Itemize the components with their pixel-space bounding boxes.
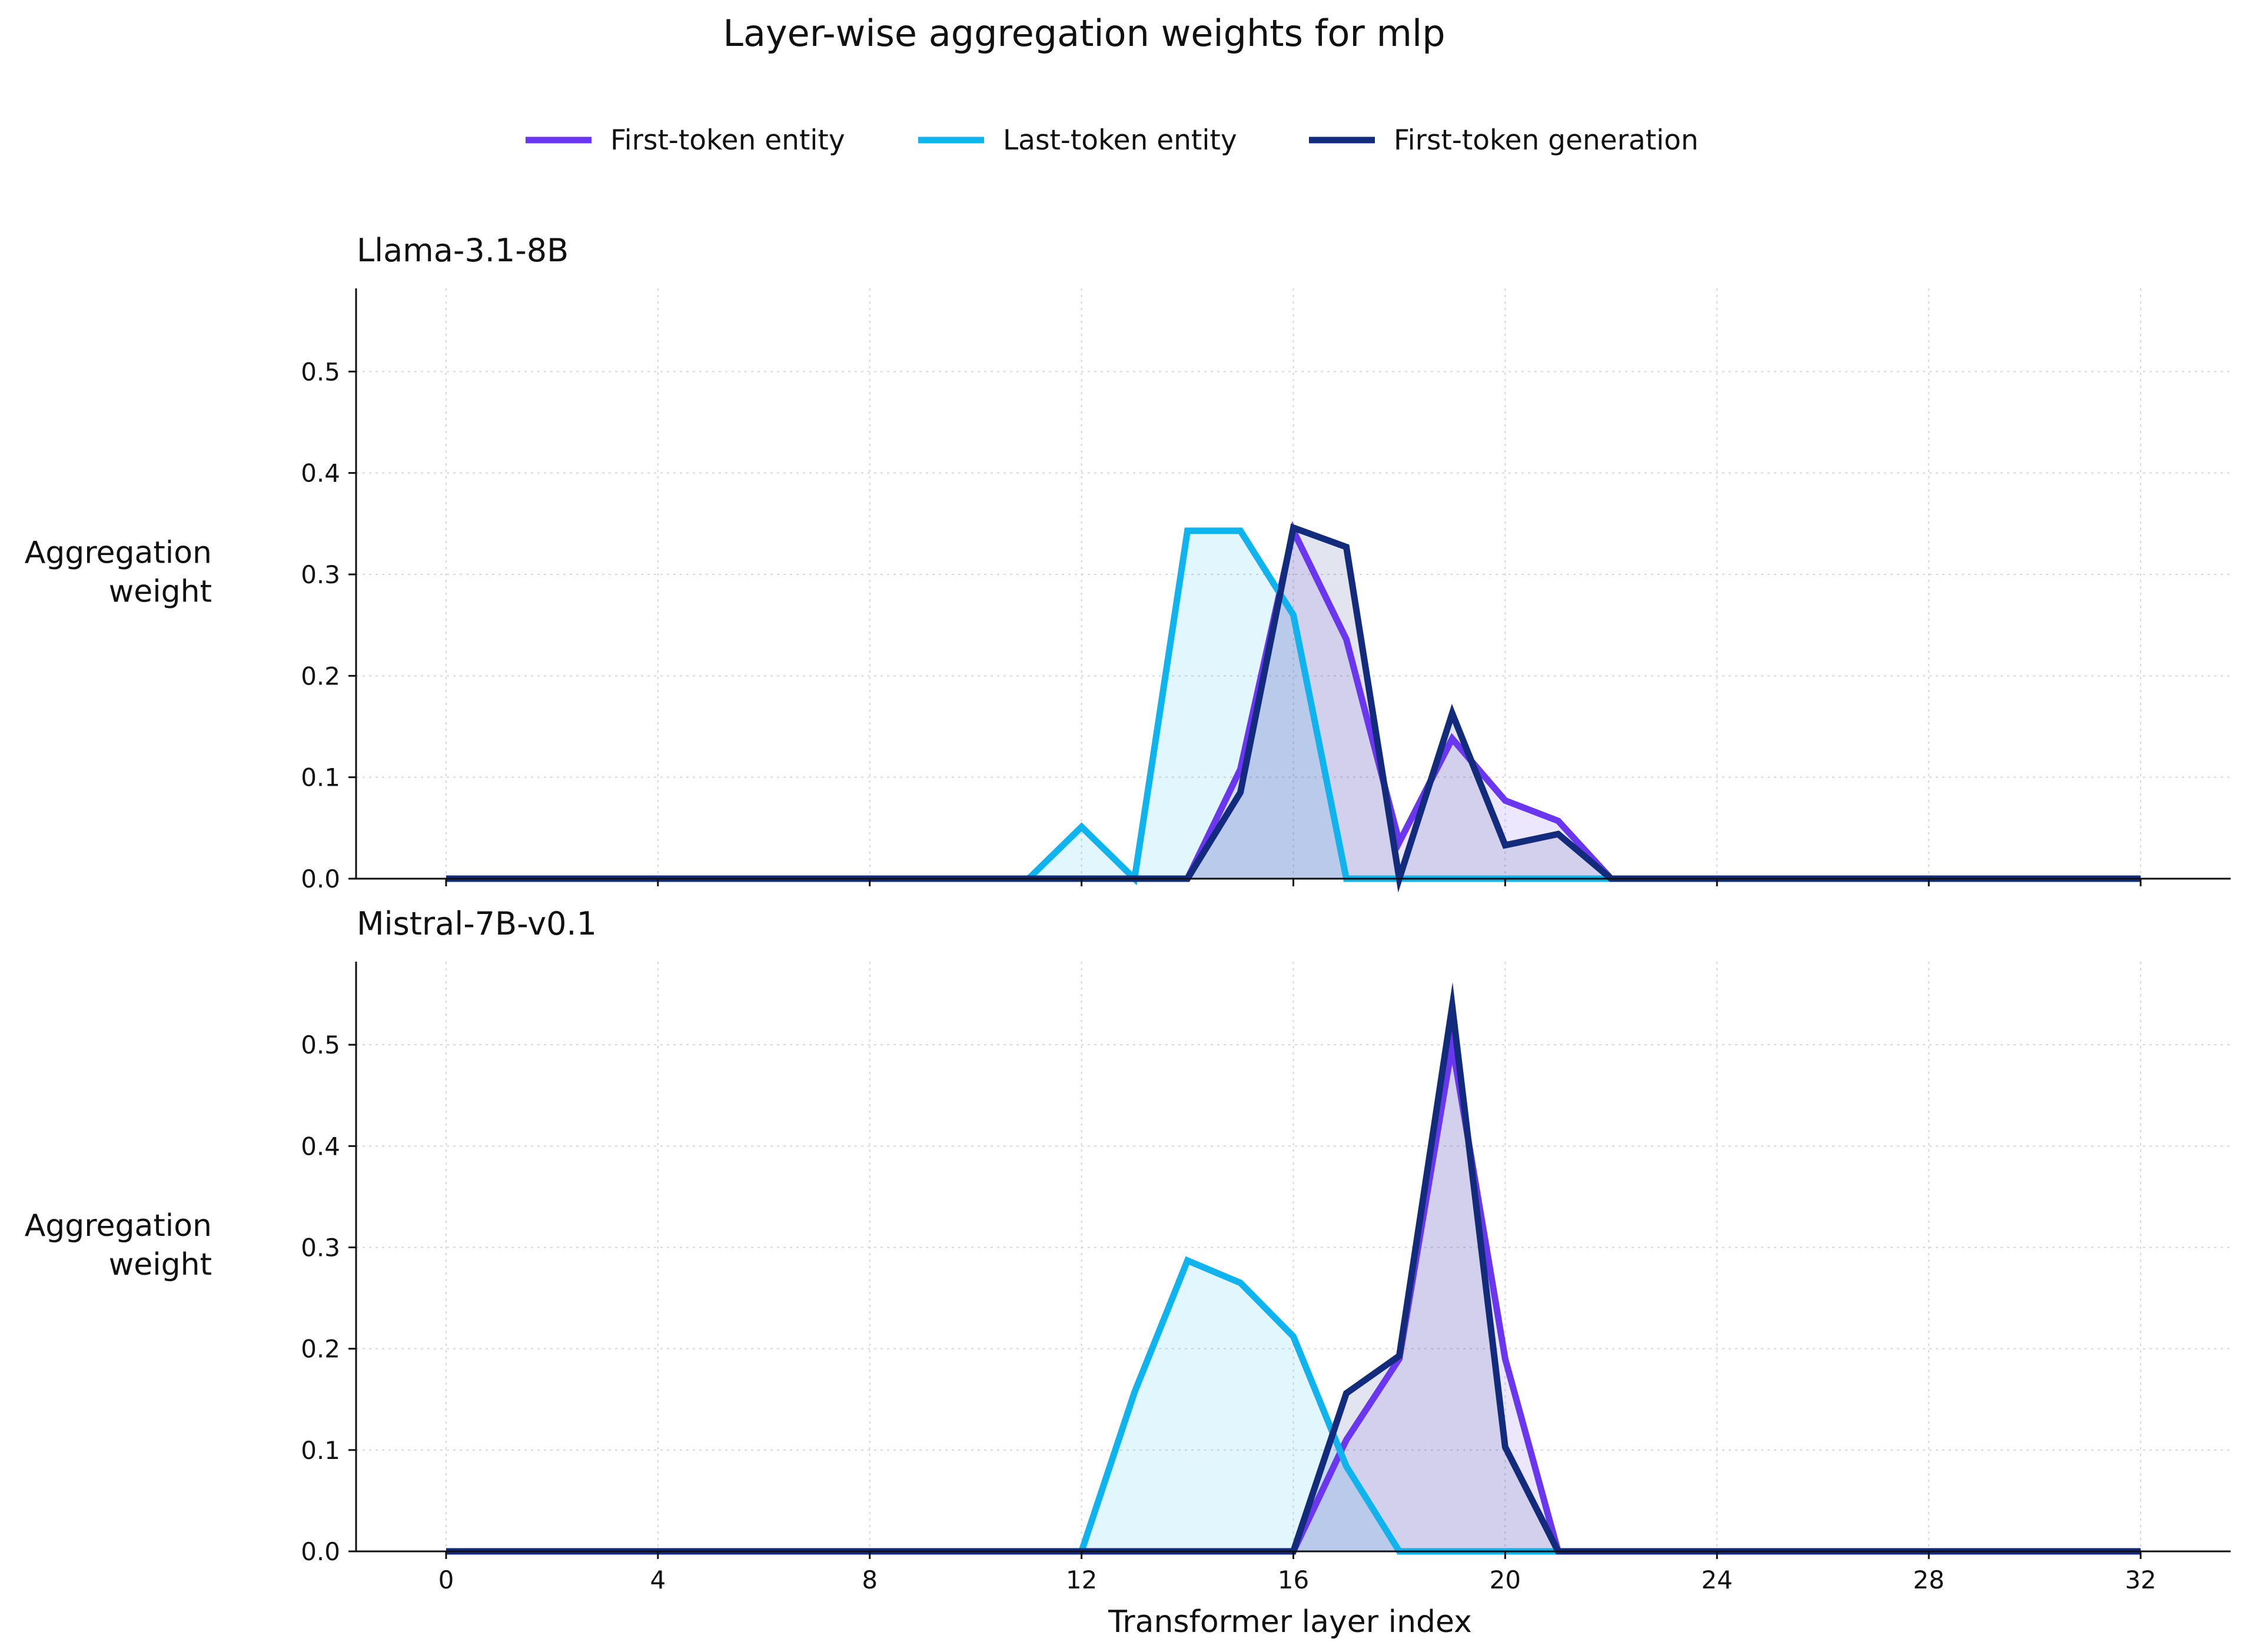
- x-tick-label: 0: [438, 1565, 454, 1594]
- x-tick-label: 4: [650, 1565, 666, 1594]
- legend-item: First-token generation: [1309, 124, 1699, 157]
- legend-label: Last-token entity: [1003, 124, 1237, 157]
- y-tick-label: 0.1: [301, 763, 340, 792]
- x-tick-label: 8: [862, 1565, 878, 1594]
- series-area: [446, 527, 2141, 879]
- chart-title: Layer-wise aggregation weights for mlp: [723, 12, 1445, 55]
- x-tick-label: 32: [2125, 1565, 2156, 1594]
- y-tick-label: 0.5: [301, 1031, 340, 1059]
- x-tick-label: 12: [1066, 1565, 1097, 1594]
- y-tick-label: 0.3: [301, 560, 340, 589]
- legend-label: First-token generation: [1394, 124, 1699, 157]
- y-tick-label: 0.0: [301, 865, 340, 893]
- legend: First-token entity Last-token entity First…: [526, 124, 1699, 157]
- series-area: [446, 530, 2141, 879]
- x-tick-label: 24: [1702, 1565, 1733, 1594]
- area-fills: [446, 527, 2141, 879]
- y-tick-label: 0.2: [301, 662, 340, 690]
- x-axis-label: Transformer layer index: [1108, 1604, 1472, 1640]
- gridlines: [356, 962, 2231, 1552]
- y-tick-label: 0.1: [301, 1436, 340, 1465]
- legend-item: Last-token entity: [918, 124, 1237, 157]
- y-axis-label: Aggregation weight: [25, 1208, 212, 1282]
- panels: Llama-3.1-8B 0.0 0.1 0.2 0.3 0.4 0.5 Aggregatio…: [25, 232, 2231, 1594]
- series-area: [446, 1260, 2141, 1551]
- y-tick-label: 0.4: [301, 1132, 340, 1161]
- y-tick-label: 0.5: [301, 357, 340, 386]
- panel-title: Mistral-7B-v0.1: [357, 905, 597, 942]
- legend-label: First-token entity: [610, 124, 845, 157]
- y-tick-label: 0.3: [301, 1234, 340, 1262]
- legend-item: First-token entity: [526, 124, 845, 157]
- area-fills: [446, 1006, 2141, 1551]
- x-tick-label: 28: [1913, 1565, 1944, 1594]
- y-axis-label: Aggregation weight: [25, 536, 212, 610]
- y-tick-label: 0.0: [301, 1537, 340, 1566]
- panel-title: Llama-3.1-8B: [357, 232, 569, 269]
- y-tick-label: 0.4: [301, 459, 340, 488]
- panel: Mistral-7B-v0.1 0.0 0.1 0.2 0.3 0.4 0.5 0 4 8 12 16…: [25, 905, 2231, 1594]
- panel: Llama-3.1-8B 0.0 0.1 0.2 0.3 0.4 0.5 Aggregatio…: [25, 232, 2231, 893]
- series-area: [446, 530, 2141, 879]
- x-tick-label: 16: [1278, 1565, 1309, 1594]
- x-tick-label: 20: [1490, 1565, 1521, 1594]
- y-tick-label: 0.2: [301, 1335, 340, 1364]
